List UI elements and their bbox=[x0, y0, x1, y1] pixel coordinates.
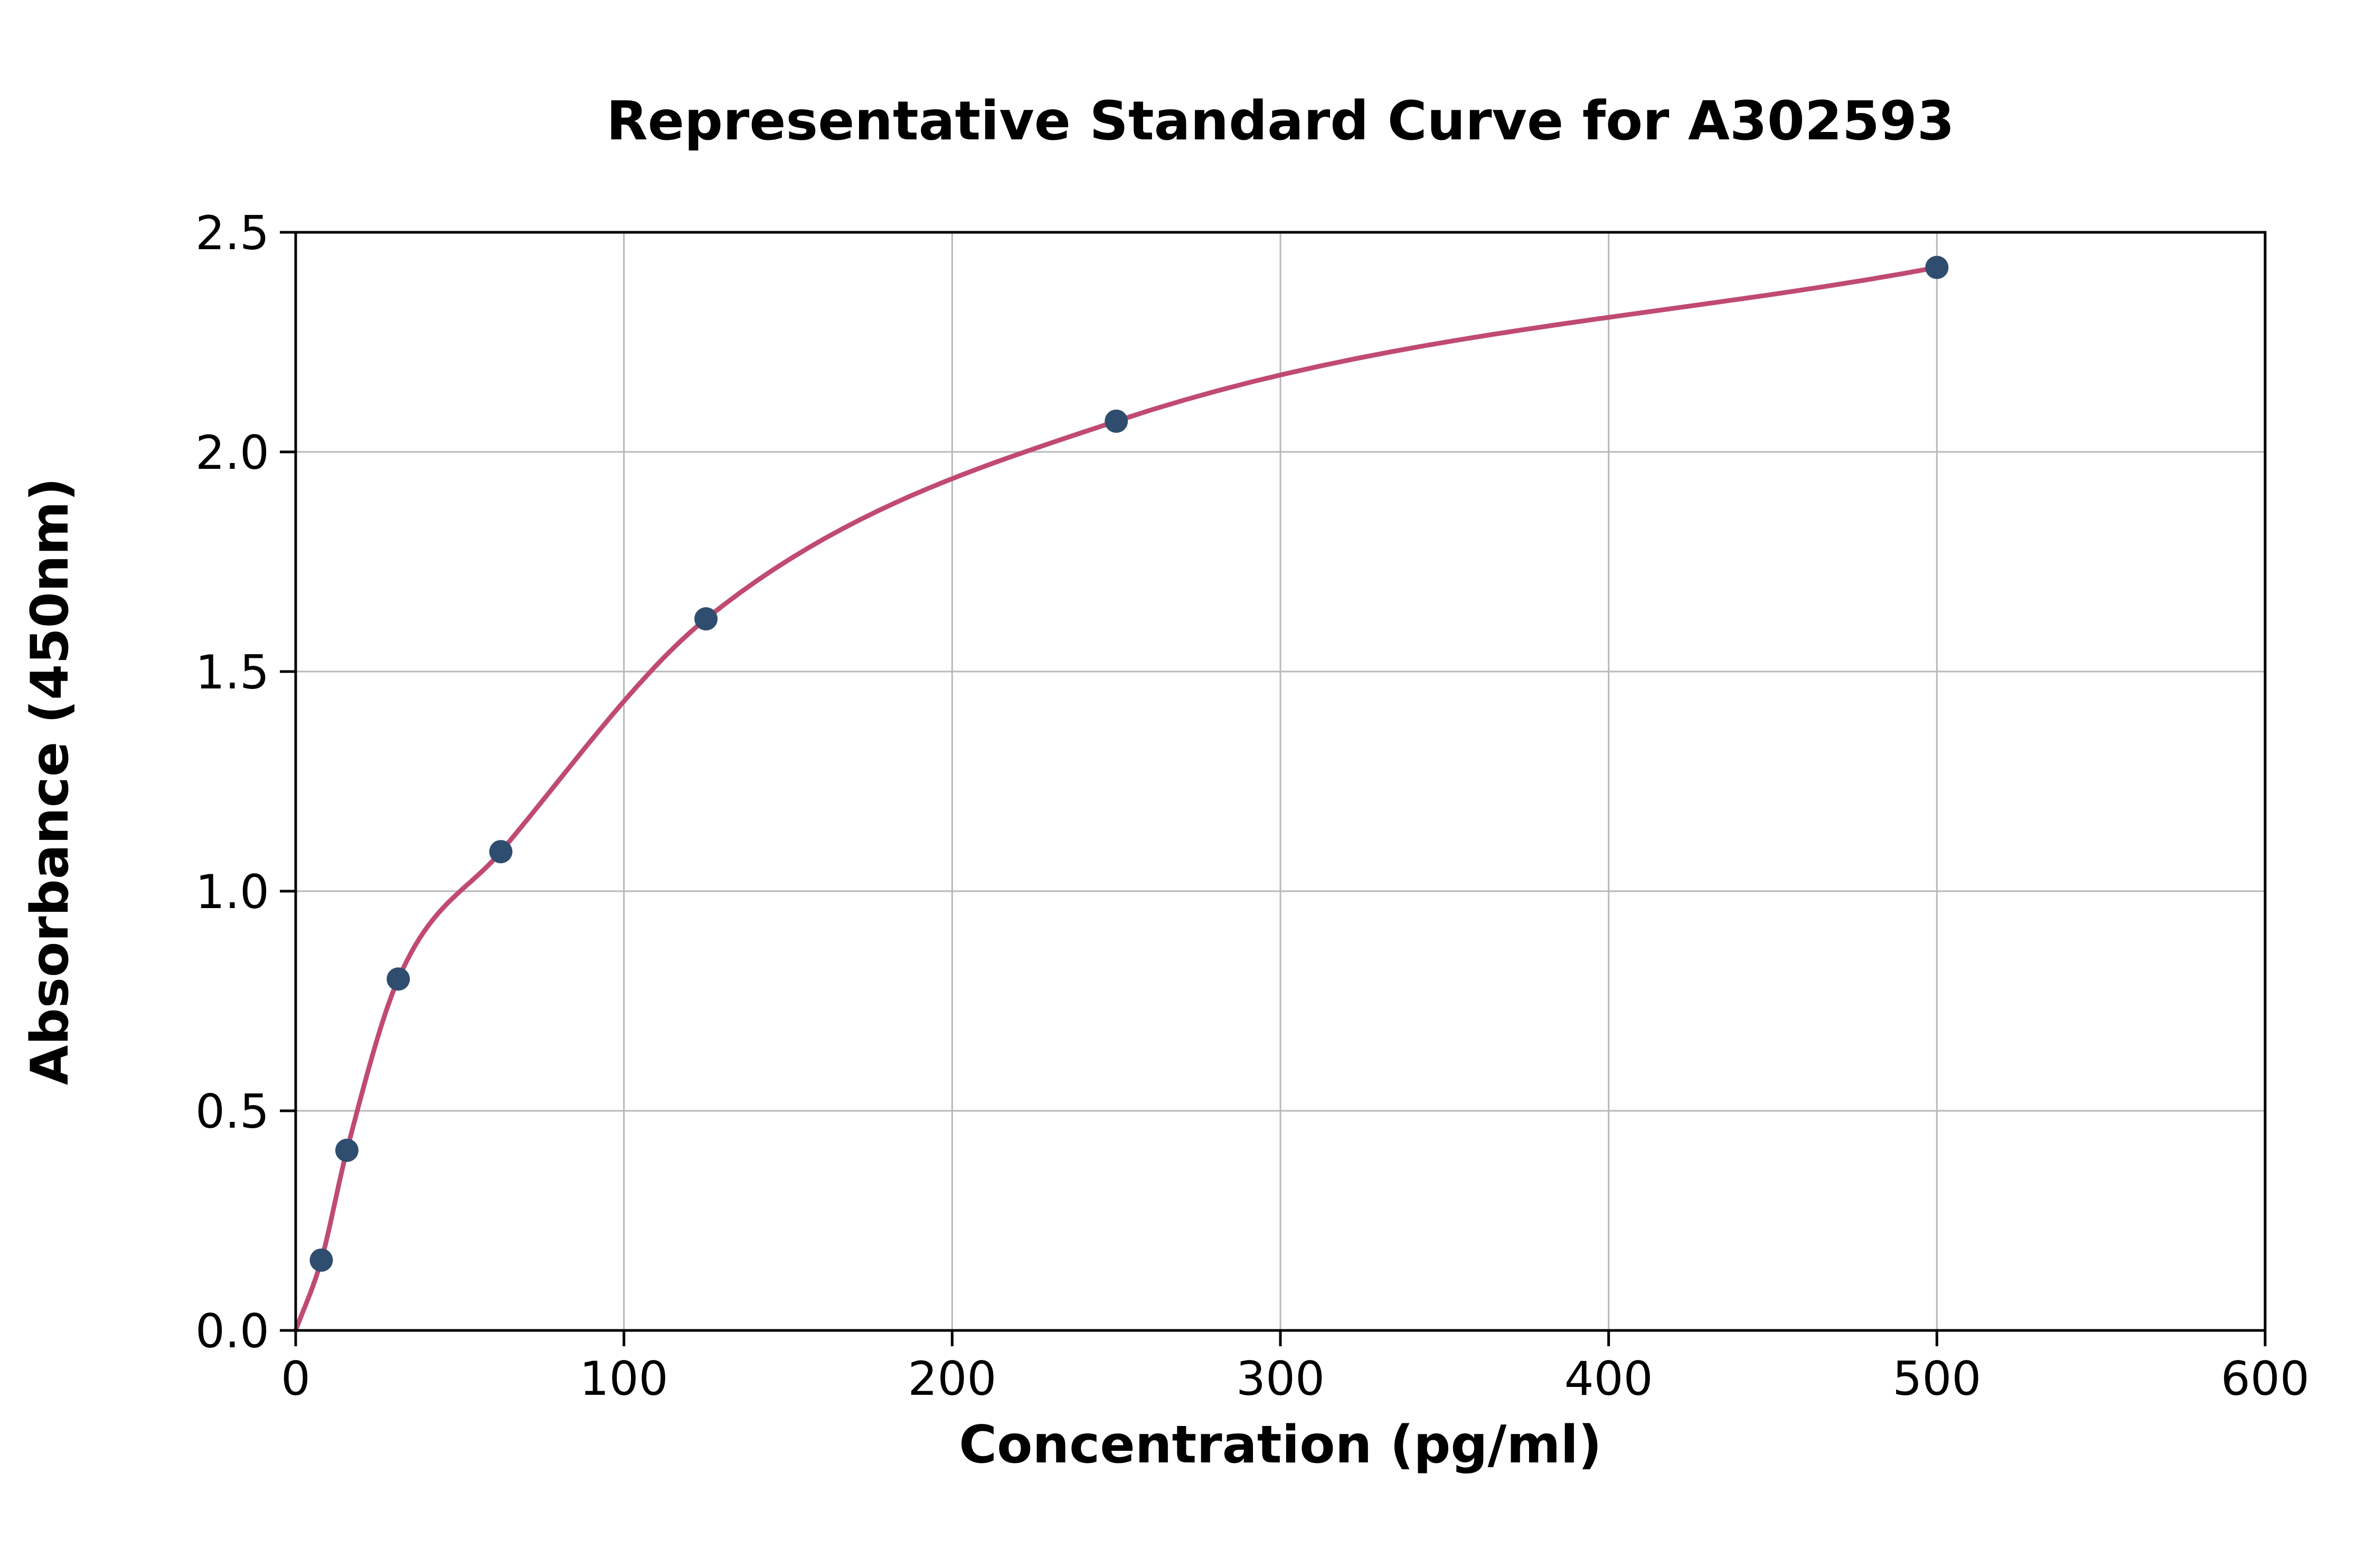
y-tick-label: 1.0 bbox=[195, 865, 269, 919]
data-point bbox=[335, 1138, 359, 1162]
y-axis-label: Absorbance (450nm) bbox=[20, 477, 80, 1085]
x-tick-label: 600 bbox=[2221, 1352, 2309, 1406]
x-tick-label: 100 bbox=[580, 1352, 668, 1406]
data-point bbox=[309, 1248, 333, 1272]
x-tick-label: 200 bbox=[908, 1352, 996, 1406]
data-point bbox=[489, 840, 513, 864]
y-tick-label: 2.0 bbox=[195, 426, 269, 480]
data-point bbox=[1925, 256, 1949, 279]
data-point bbox=[1105, 409, 1128, 433]
data-point bbox=[694, 607, 718, 631]
plot-border bbox=[294, 231, 2267, 1332]
y-tick-label: 0.0 bbox=[195, 1304, 269, 1358]
x-tick-label: 0 bbox=[281, 1352, 310, 1406]
x-tick-label: 500 bbox=[1892, 1352, 1981, 1406]
standard-curve-line bbox=[293, 265, 1939, 1333]
y-tick-label: 0.5 bbox=[195, 1084, 269, 1139]
y-tick-label: 2.5 bbox=[195, 206, 269, 260]
x-tick-label: 300 bbox=[1236, 1352, 1325, 1406]
data-point bbox=[386, 967, 410, 991]
x-tick-label: 400 bbox=[1564, 1352, 1653, 1406]
y-tick-label: 1.5 bbox=[195, 645, 269, 700]
chart-title: Representative Standard Curve for A30259… bbox=[606, 90, 1955, 153]
x-axis-label: Concentration (pg/ml) bbox=[959, 1415, 1602, 1475]
